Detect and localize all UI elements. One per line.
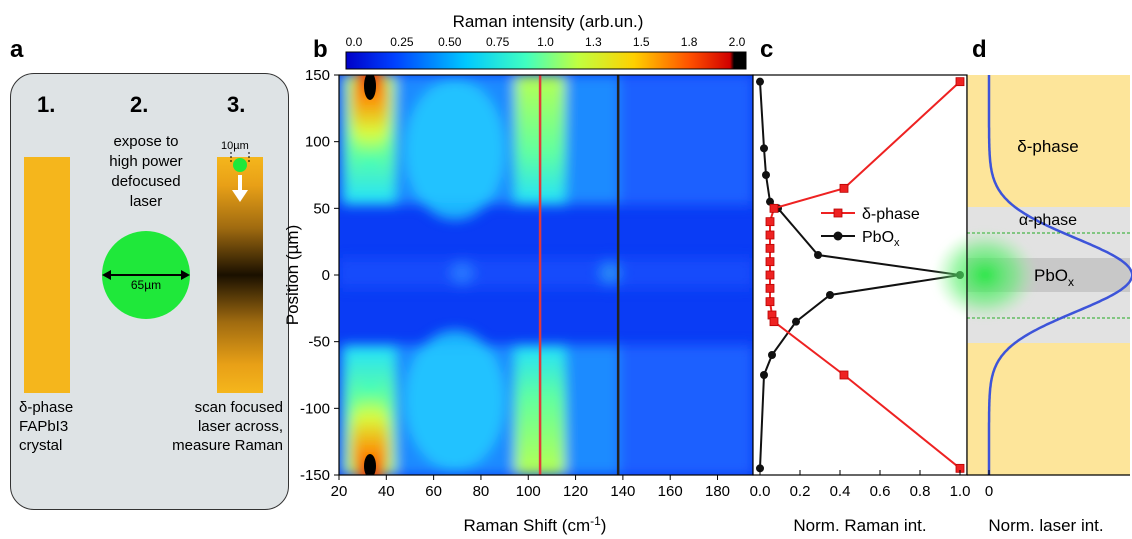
data-point <box>839 370 849 380</box>
crystal-caption: δ-phase FAPbI3 crystal <box>19 399 74 454</box>
laser-spot-glow <box>933 229 1037 321</box>
legend-pbox: PbOx <box>862 229 900 249</box>
data-point <box>955 77 965 87</box>
beam-size-label: 65µm <box>130 278 162 292</box>
data-point <box>839 183 849 193</box>
data-point <box>765 297 775 307</box>
data-point <box>765 283 775 293</box>
step-2-label: 2. <box>130 92 149 117</box>
data-point <box>765 243 775 253</box>
data-point <box>769 317 779 327</box>
data-point <box>765 257 775 267</box>
panel-label-c: c <box>760 36 774 63</box>
panel-b-xtick-label: 120 <box>563 483 588 500</box>
step-3-label: 3. <box>227 92 246 117</box>
colorbar-ticks: 0.0 0.25 0.50 0.75 1.0 1.3 1.5 1.8 2.0 <box>346 35 746 49</box>
raman-profile-lines <box>756 77 965 473</box>
panel-c-ticks: 0.0 0.2 0.4 0.6 0.8 1.0 <box>750 470 971 500</box>
panel-a-schematic: 1. 2. 3. expose to high power defocused … <box>10 73 289 510</box>
panel-b-ytick-label: -150 <box>300 467 330 484</box>
colorbar-tick-label: 1.5 <box>633 35 650 49</box>
panel-b-ytick-label: 100 <box>305 134 330 151</box>
step2-caption: expose to high power defocused laser <box>109 133 183 210</box>
panel-b-xtick-label: 80 <box>473 483 490 500</box>
panel-c-xtick-label: 0.0 <box>750 483 771 500</box>
data-point <box>762 171 770 179</box>
data-point <box>792 317 800 326</box>
panel-b-ytick-label: 0 <box>322 267 330 284</box>
panel-b-ytick-label: 150 <box>305 67 330 84</box>
panel-b-xtick-label: 100 <box>516 483 541 500</box>
beam-diameter-arrow-icon <box>102 270 190 280</box>
colorbar-tick-label: 2.0 <box>729 35 746 49</box>
panel-c-xlabel: Norm. Raman int. <box>793 516 926 535</box>
panel-b-xtick-label: 60 <box>425 483 442 500</box>
alpha-phase-label: α-phase <box>1019 212 1077 229</box>
data-point <box>756 77 764 86</box>
colorbar-tick-label: 0.50 <box>438 35 462 49</box>
colorbar-tick-label: 0.75 <box>486 35 510 49</box>
delta-phase-crystal <box>24 157 70 393</box>
raman-heatmap <box>339 75 753 475</box>
colorbar-tick-label: 0.25 <box>390 35 414 49</box>
colorbar-tick-label: 0.0 <box>346 35 363 49</box>
panel-c-xtick-label: 0.8 <box>910 483 931 500</box>
panel-b-xtick-label: 160 <box>658 483 683 500</box>
data-point <box>760 371 768 379</box>
panel-c-legend: δ-phase PbOx <box>821 206 920 249</box>
panel-c-plot-area <box>753 75 967 475</box>
panel-b-ytick-label: 50 <box>313 200 330 217</box>
panel-b-xtick-label: 140 <box>610 483 635 500</box>
panel-c-xtick-label: 0.2 <box>790 483 811 500</box>
panel-b-xtick-label: 180 <box>705 483 730 500</box>
data-point <box>765 230 775 240</box>
panel-b-ylabel: Position (µm) <box>283 225 302 325</box>
step-1-label: 1. <box>37 92 56 117</box>
panel-b-ytick-label: -50 <box>308 334 330 351</box>
panel-c-xtick-label: 1.0 <box>950 483 971 500</box>
data-point <box>760 144 768 153</box>
focus-size-label: 10µm <box>221 140 249 152</box>
data-point <box>814 251 822 259</box>
data-point <box>769 203 779 213</box>
colorbar-tick-label: 1.0 <box>537 35 554 49</box>
panel-b-xtick-label: 40 <box>378 483 395 500</box>
panel-c-xtick-label: 0.4 <box>830 483 851 500</box>
panel-label-b: b <box>313 36 328 63</box>
data-point <box>756 464 764 473</box>
focused-laser-icon <box>230 152 250 202</box>
pbox-region-label: PbOx <box>1034 266 1074 289</box>
data-point <box>768 351 776 359</box>
data-point <box>765 217 775 227</box>
panel-b-ytick-label: -100 <box>300 400 330 417</box>
panel-b-xlabel: Raman Shift (cm-1) <box>464 514 607 535</box>
panel-d-xtick-0: 0 <box>985 483 993 500</box>
laser-profile-curve <box>987 75 1132 475</box>
heatmap-marker-lines <box>538 75 620 475</box>
panel-label-d: d <box>972 36 987 63</box>
colorbar <box>345 51 747 70</box>
data-point <box>826 291 834 299</box>
data-point <box>765 270 775 280</box>
colorbar-tick-label: 1.8 <box>681 35 698 49</box>
legend-delta-phase: δ-phase <box>862 206 920 223</box>
panel-d-xlabel: Norm. laser int. <box>988 516 1103 535</box>
delta-phase-label: δ-phase <box>1017 137 1078 156</box>
data-point <box>766 197 774 206</box>
panel-b-xtick-label: 20 <box>331 483 348 500</box>
panel-c-xtick-label: 0.6 <box>870 483 891 500</box>
colorbar-tick-label: 1.3 <box>585 35 602 49</box>
panel-b-ticks: 20 40 60 80 100 120 140 160 180 150 100 50 0 -50 -100 -… <box>300 67 730 500</box>
panel-label-a: a <box>10 36 24 63</box>
scan-caption: scan focused laser across, measure Raman <box>172 399 283 454</box>
colorbar-title: Raman intensity (arb.un.) <box>453 12 644 31</box>
